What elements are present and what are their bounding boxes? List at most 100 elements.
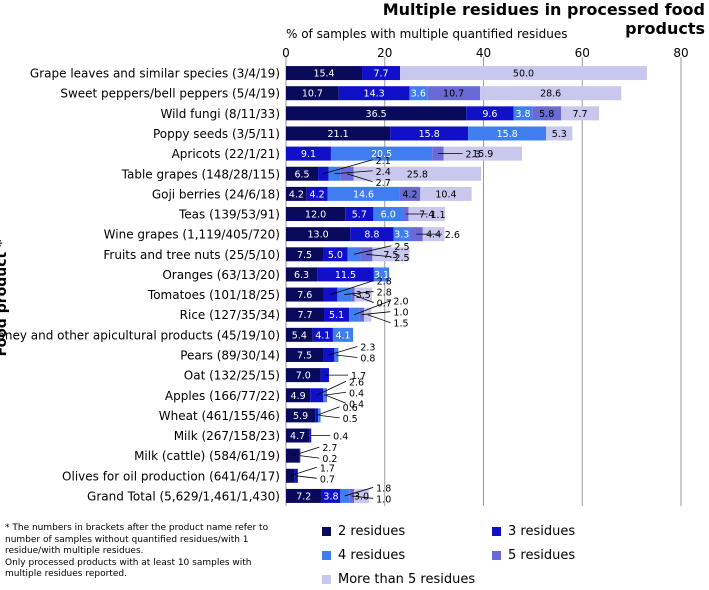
bar-segment bbox=[286, 166, 319, 181]
legend-swatch bbox=[492, 527, 501, 536]
x-tick-label: 40 bbox=[476, 46, 491, 60]
bar-segment bbox=[286, 227, 351, 242]
data-label: 1.0 bbox=[393, 308, 408, 319]
legend-label: 3 residues bbox=[508, 524, 576, 539]
bar-segment bbox=[420, 186, 472, 201]
data-label: 9.1 bbox=[301, 149, 316, 160]
category-label: Rice (127/35/34) bbox=[180, 308, 280, 322]
leader-line bbox=[323, 159, 373, 175]
data-label: 10.7 bbox=[443, 89, 464, 100]
data-label: 15.8 bbox=[497, 129, 518, 140]
data-label: 3.5 bbox=[356, 290, 371, 301]
data-label: 0.7 bbox=[377, 299, 392, 310]
chart-title: Multiple residues in processed food prod… bbox=[382, 0, 705, 38]
category-label: Tomatoes (101/18/25) bbox=[147, 288, 280, 302]
bar-segment bbox=[532, 106, 562, 121]
data-label: 20.5 bbox=[371, 149, 392, 160]
leader-line bbox=[319, 414, 340, 419]
category-label: Wine grapes (1,119/405/720) bbox=[104, 228, 280, 242]
data-label: 7.7 bbox=[572, 109, 587, 120]
leader-line bbox=[292, 446, 320, 457]
data-label: 7.0 bbox=[296, 371, 311, 382]
data-label: 14.3 bbox=[364, 89, 385, 100]
data-label: 0.4 bbox=[349, 388, 364, 399]
bar-segment bbox=[286, 428, 310, 443]
bar-segment bbox=[312, 327, 333, 342]
bar-segment bbox=[345, 207, 374, 222]
data-label: 0.4 bbox=[333, 432, 348, 443]
data-label: 5.3 bbox=[552, 129, 567, 140]
data-label: 4.1 bbox=[315, 330, 330, 341]
legend-item: 2 residues bbox=[322, 524, 405, 539]
category-label: Pears (89/30/14) bbox=[180, 348, 280, 362]
legend-item: 4 residues bbox=[322, 548, 405, 563]
bar-segment bbox=[427, 86, 481, 101]
category-label: Table grapes (148/28/115) bbox=[121, 167, 280, 181]
bar-segment bbox=[286, 408, 316, 423]
data-label: 10.4 bbox=[435, 189, 456, 200]
data-label: 2.8 bbox=[377, 288, 392, 299]
category-label: Goji berries (24/6/18) bbox=[152, 187, 280, 201]
bar-segment bbox=[330, 146, 433, 161]
data-label: 2.1 bbox=[376, 156, 391, 167]
data-label: 6.5 bbox=[294, 169, 309, 180]
category-label: Apricots (22/1/21) bbox=[172, 147, 280, 161]
x-tick-label: 20 bbox=[377, 46, 392, 60]
leader-line bbox=[328, 346, 358, 356]
data-label: 5.0 bbox=[328, 250, 343, 261]
category-label: Apples (166/77/22) bbox=[165, 389, 280, 403]
data-label: 0.5 bbox=[343, 414, 358, 425]
leader-line bbox=[352, 294, 374, 303]
bar-segment bbox=[480, 86, 622, 101]
data-label: 5.8 bbox=[539, 109, 554, 120]
data-label: 1.5 bbox=[393, 319, 408, 330]
data-label: 5.1 bbox=[329, 310, 344, 321]
leader-line bbox=[299, 455, 320, 459]
data-label: 10.7 bbox=[302, 89, 323, 100]
legend-item: More than 5 residues bbox=[322, 572, 475, 587]
x-axis-title: % of samples with multiple quantified re… bbox=[286, 27, 567, 41]
bar-segment bbox=[338, 86, 410, 101]
bar-segment bbox=[350, 227, 394, 242]
data-label: 11.5 bbox=[335, 270, 356, 281]
legend-item: 3 residues bbox=[492, 524, 575, 539]
stacked-bar-chart: % of samples with multiple quantified re… bbox=[0, 27, 689, 506]
bar-segment bbox=[286, 267, 318, 282]
bar-segment bbox=[561, 106, 600, 121]
data-label: 21.1 bbox=[328, 129, 349, 140]
data-label: 3.3 bbox=[394, 230, 409, 241]
bar-segment bbox=[400, 66, 647, 81]
footnote-line: number of samples without quantified res… bbox=[5, 534, 249, 545]
x-tick-label: 60 bbox=[575, 46, 590, 60]
data-label: 7.2 bbox=[296, 491, 311, 502]
bar-segment bbox=[286, 207, 346, 222]
bar-segment bbox=[347, 247, 361, 262]
leader-line bbox=[351, 495, 374, 499]
leader-line bbox=[336, 354, 358, 358]
legend-item: 5 residues bbox=[492, 548, 575, 563]
bar-segment bbox=[286, 126, 391, 141]
category-label: Olives for oil production (641/64/17) bbox=[62, 469, 280, 483]
bar-segment bbox=[309, 428, 312, 443]
data-label: 5.7 bbox=[352, 210, 367, 221]
leader-line bbox=[316, 380, 347, 396]
bar-segment bbox=[390, 126, 469, 141]
data-label: 2.5 bbox=[394, 242, 409, 253]
data-label: 15.9 bbox=[472, 149, 493, 160]
data-label: 4.7 bbox=[290, 431, 305, 442]
leader-line bbox=[353, 300, 391, 316]
leader-line bbox=[330, 280, 374, 295]
legend-label: 4 residues bbox=[338, 548, 406, 563]
category-label: Wheat (461/155/46) bbox=[159, 409, 280, 423]
bar-segment bbox=[286, 86, 339, 101]
bar-segment bbox=[332, 327, 354, 342]
data-label: 7.7 bbox=[373, 69, 388, 80]
bar-segment bbox=[286, 327, 313, 342]
data-label: 6.3 bbox=[294, 270, 309, 281]
data-label: 2.7 bbox=[322, 443, 337, 454]
data-label: 2.5 bbox=[394, 253, 409, 264]
data-label: 4.9 bbox=[291, 391, 306, 402]
data-label: 13.0 bbox=[308, 230, 329, 241]
data-label: 0.4 bbox=[349, 399, 364, 410]
bar-segment bbox=[286, 287, 324, 302]
